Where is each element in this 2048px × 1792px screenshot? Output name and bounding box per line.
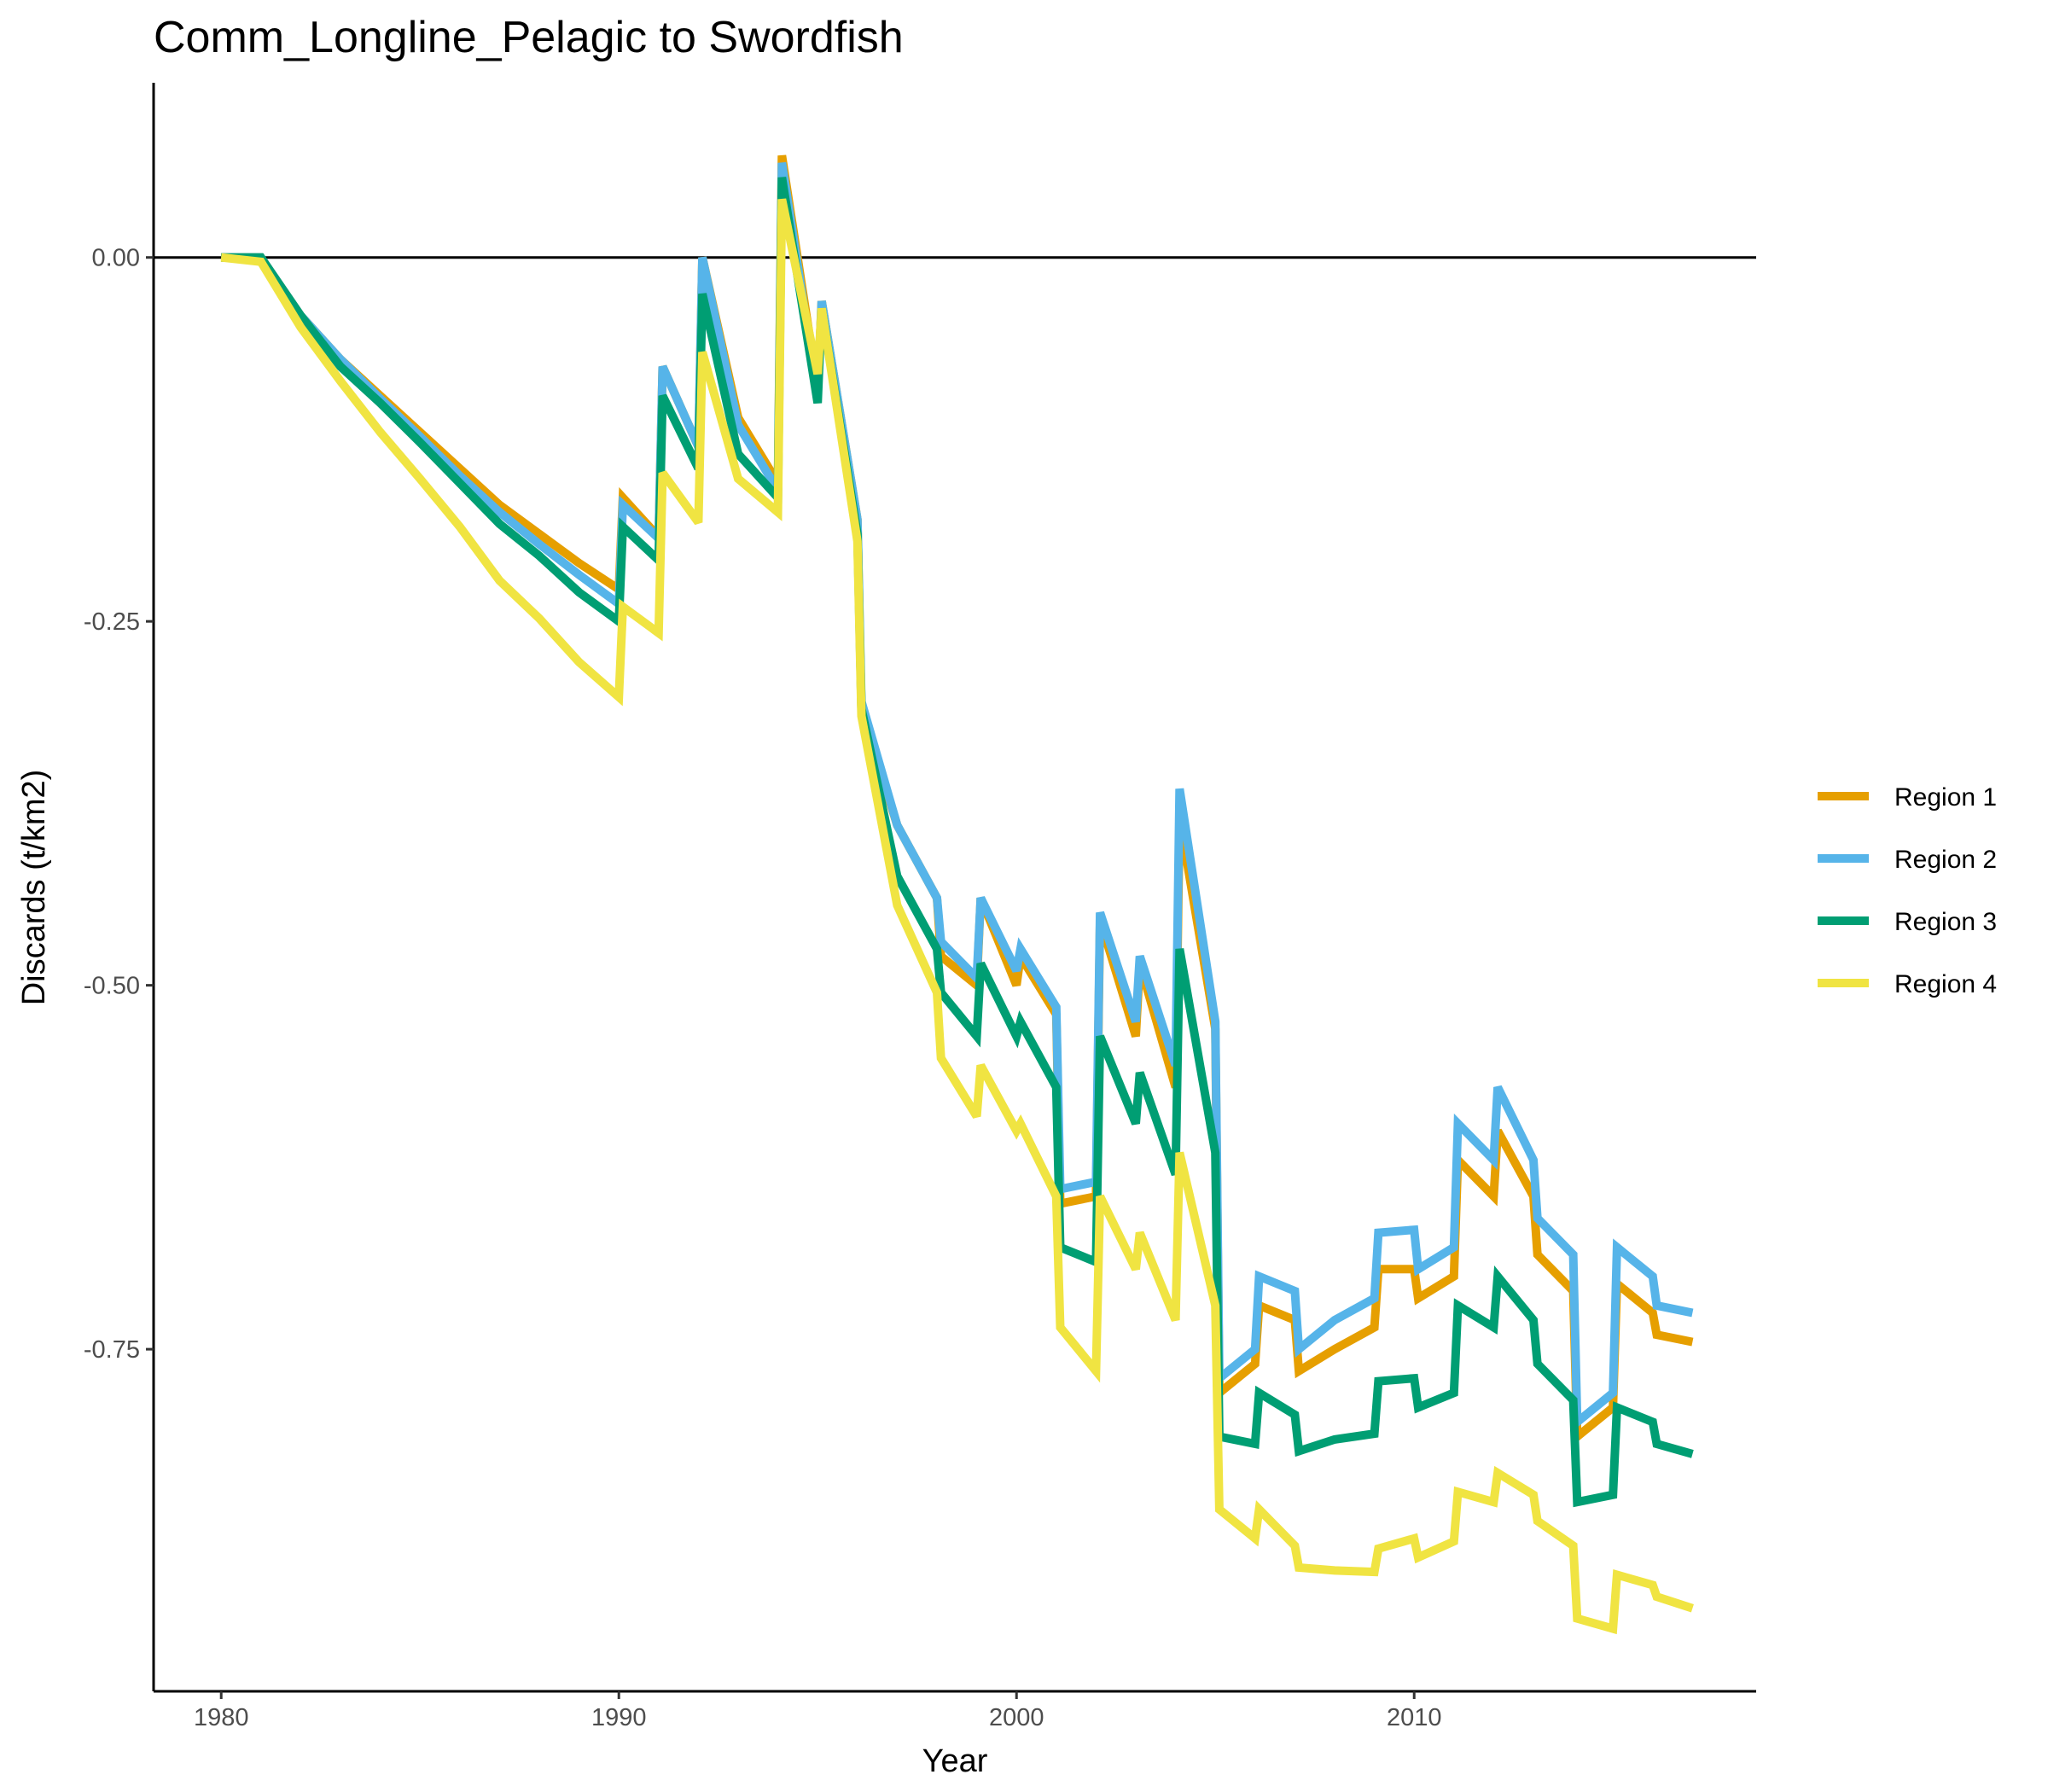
chart-title: Comm_Longline_Pelagic to Swordfish [154,13,904,62]
legend-label-region-2: Region 2 [1894,846,1997,874]
legend: Region 1 Region 2 Region 3 Region 4 [1818,783,1997,998]
y-tick-label: -0.75 [84,1336,140,1364]
y-ticks: 0.00 -0.25 -0.50 -0.75 [84,245,154,1364]
series-lines [220,154,1694,1635]
series-line-region-3 [221,177,1694,1508]
y-tick-label: -0.25 [84,608,140,636]
x-axis-title: Year [922,1743,988,1779]
y-axis-title: Discards (t/km2) [16,770,52,1006]
x-tick-label: 2000 [989,1704,1044,1731]
x-ticks: 1980 1990 2000 2010 [194,1691,1442,1731]
series-line-region-2 [221,162,1694,1431]
series-line-region-1 [221,154,1694,1446]
legend-label-region-4: Region 4 [1894,970,1997,998]
x-tick-label: 1990 [591,1704,647,1731]
series-line-region-4 [220,198,1694,1635]
legend-label-region-1: Region 1 [1894,783,1997,812]
y-tick-label: 0.00 [92,245,140,272]
legend-label-region-3: Region 3 [1894,908,1997,936]
x-tick-label: 1980 [194,1704,249,1731]
y-tick-label: -0.50 [84,973,140,1000]
axes [152,83,1756,1693]
x-tick-label: 2010 [1387,1704,1442,1731]
